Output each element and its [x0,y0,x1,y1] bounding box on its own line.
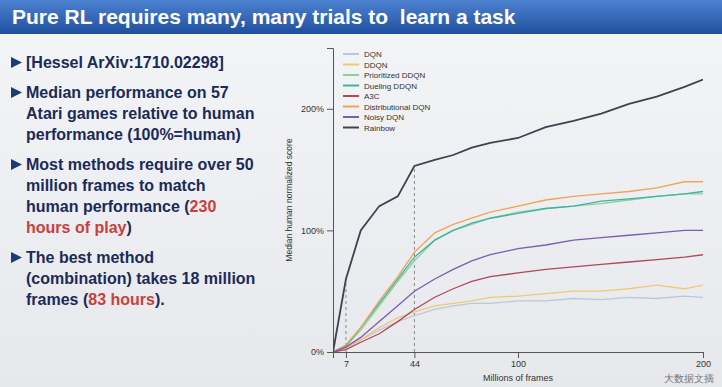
legend: DQN DDQNPrioritized DDQN Dueling DDQNA3C Di… [343,50,430,133]
x-axis: 7 44 100 200 [334,352,712,369]
y-axis-tick: 0% [311,347,333,357]
bullet-triangle [11,159,22,170]
bullet-marker [8,247,26,268]
bullet-segment: 83 hours [88,291,155,308]
bullet-marker [8,82,26,103]
legend-label: DDQN [364,61,388,70]
y-axis-line [327,49,334,353]
legend-label: Noisy DQN [364,113,404,122]
y-axis-title: Median human normalized score [284,138,294,262]
reference-line [345,279,346,352]
x-axis-tick: 200 [696,352,711,369]
bullet-text: Median performance on 57 Atari games rel… [26,82,262,145]
bullet-text: Most methods require over 50 million fra… [26,154,262,238]
series-line [333,80,703,352]
legend-label: A3C [364,92,380,101]
y-axis-tick-label: 100% [301,226,324,236]
x-axis-tick-mark [414,352,415,358]
legend-label: DQN [364,50,382,59]
watermark: 大数据文摘 [664,372,714,386]
x-axis-tick: 100 [511,352,526,369]
bullet-triangle [11,87,22,98]
title-bar: Pure RL requires many, many trials to le… [0,0,722,34]
y-axis-tick: 100% [301,226,333,236]
x-axis-tick-label: 200 [696,359,711,369]
series-line [333,296,703,352]
legend-swatch [343,53,359,55]
bullet-list: [Hessel ArXiv:1710.02298] Median performa… [8,52,270,319]
chart: 7 44 100 200 0% 100% 200% Millions of frames Med… [272,34,722,387]
bullet-segment: Most methods require over 50 million fra… [26,156,254,215]
legend-swatch [343,85,359,87]
bullet-segment: Median performance on 57 Atari games rel… [26,84,255,143]
legend-swatch [343,95,359,97]
bullet-segment: ). [155,291,165,308]
series-line [333,255,703,352]
x-axis-tick-mark [346,352,347,358]
bullet-segment: [Hessel ArXiv:1710.02298] [26,54,224,71]
series-line [333,230,703,352]
legend-swatch [343,116,359,118]
bullet-text: [Hessel ArXiv:1710.02298] [26,52,262,73]
bullet-text: The best method (combination) takes 18 m… [26,247,262,310]
x-axis-tick-label: 44 [410,359,420,369]
bullet-marker [8,52,26,73]
legend-swatch [343,106,359,108]
x-axis-title: Millions of frames [483,373,554,383]
legend-swatch [343,127,359,129]
legend-label: Rainbow [364,124,395,133]
legend-label: Dueling DDQN [364,82,417,91]
bullet-marker [8,154,26,175]
bullet-triangle [11,252,22,263]
y-axis-tick: 200% [301,104,333,114]
legend-label: Distributional DQN [364,103,430,112]
y-axis-tick-mark [327,352,333,353]
legend-label: Prioritized DDQN [364,71,426,80]
y-axis-tick-mark [327,109,333,110]
legend-swatch [343,64,359,66]
bullet: Most methods require over 50 million fra… [8,154,270,238]
plot-area [333,80,703,352]
x-axis-tick-mark [703,352,704,358]
bullet: [Hessel ArXiv:1710.02298] [8,52,270,73]
x-axis-tick: 44 [410,352,420,369]
reference-line [414,166,415,352]
x-axis-tick-label: 7 [344,359,349,369]
bullet-segment: ) [126,219,131,236]
series-line [333,182,703,352]
x-axis-line [334,353,704,359]
x-axis-tick-label: 100 [511,359,526,369]
bullet: The best method (combination) takes 18 m… [8,247,270,310]
x-axis-tick-mark [518,352,519,358]
bullet: Median performance on 57 Atari games rel… [8,82,270,145]
legend-swatch [343,74,359,76]
y-axis-tick-mark [327,230,333,231]
y-axis: 0% 100% 200% [301,49,334,358]
x-axis-tick: 7 [344,352,349,369]
series-line [333,285,703,352]
y-axis-tick-label: 0% [311,347,324,357]
bullet-triangle [11,57,22,68]
series-line [333,191,703,352]
slide-title: Pure RL requires many, many trials to le… [12,5,515,29]
series-line [333,194,703,352]
y-axis-tick-label: 200% [301,104,324,114]
